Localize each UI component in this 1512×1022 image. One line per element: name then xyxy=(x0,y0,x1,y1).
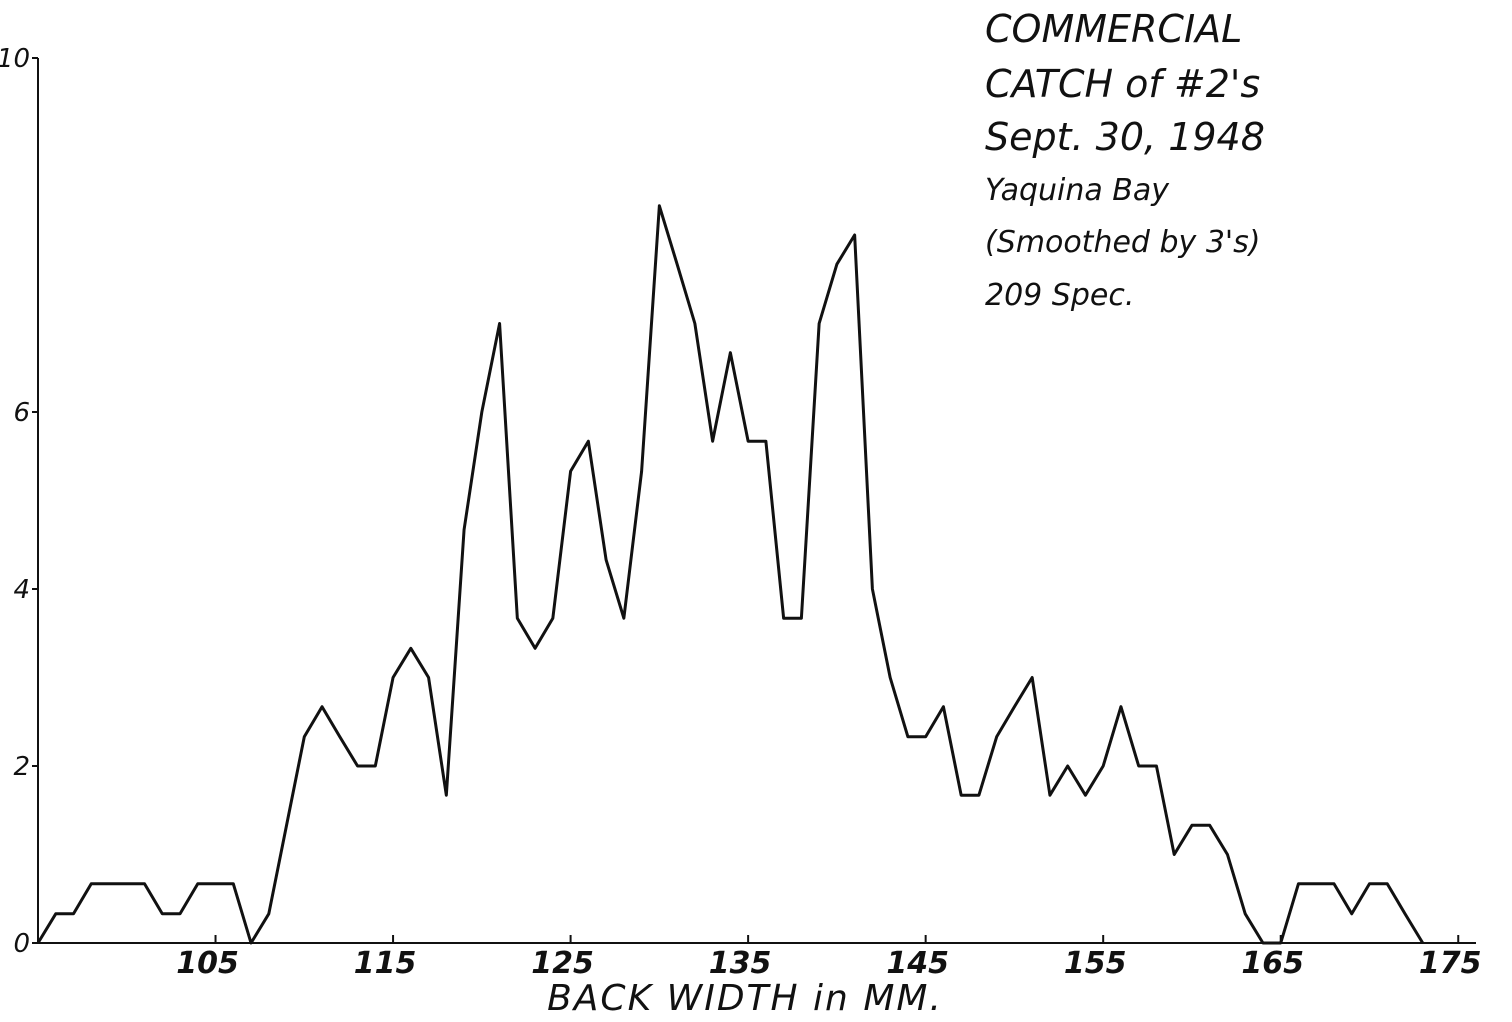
chart: BACK WIDTH in MM. 105 115 125 135 145 155 165 1… xyxy=(0,0,1512,1022)
x-tick-label: 135 xyxy=(709,946,772,981)
y-tick-label: 6 xyxy=(13,398,30,428)
annotation: Yaquina Bay xyxy=(985,173,1170,208)
annotation: Sept. 30, 1948 xyxy=(985,115,1265,159)
x-tick-label: 145 xyxy=(886,946,949,981)
y-tick-label: 4 xyxy=(13,575,30,605)
annotation: 209 Spec. xyxy=(985,278,1134,313)
annotation: COMMERCIAL xyxy=(985,7,1242,51)
x-axis-label: BACK WIDTH in MM. xyxy=(547,978,943,1019)
annotation: (Smoothed by 3's) xyxy=(985,225,1261,260)
x-tick-label: 155 xyxy=(1064,946,1127,981)
x-tick-label: 125 xyxy=(531,946,594,981)
y-tick-label: 0 xyxy=(13,929,30,959)
y-tick-label: 2 xyxy=(13,752,30,782)
x-tick-label: 115 xyxy=(354,946,417,981)
y-tick-label: 10 xyxy=(0,44,30,74)
data-line xyxy=(38,206,1423,943)
x-tick-label: 175 xyxy=(1419,946,1482,981)
annotation: CATCH of #2's xyxy=(985,62,1260,106)
x-tick-label: 105 xyxy=(176,946,239,981)
x-tick-label: 165 xyxy=(1241,946,1304,981)
